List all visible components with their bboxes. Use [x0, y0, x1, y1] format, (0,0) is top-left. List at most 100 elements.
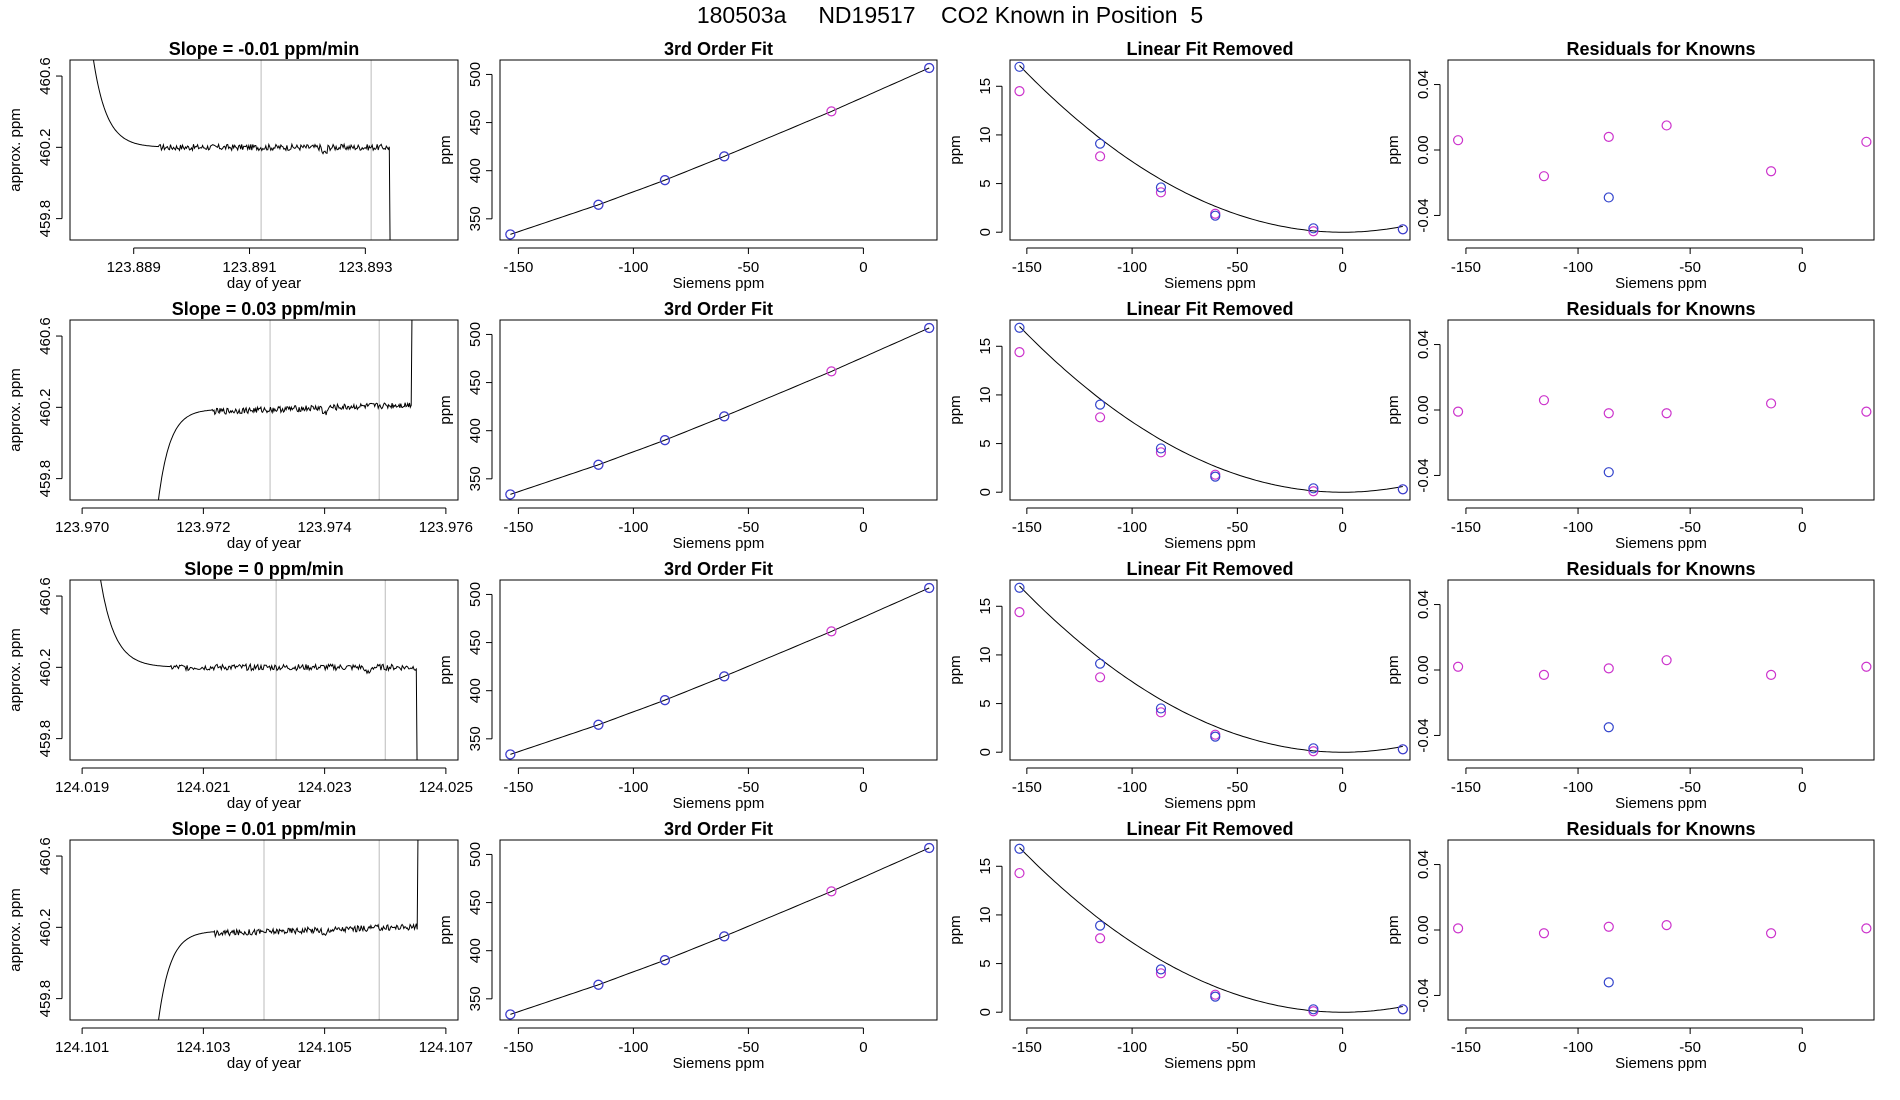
x-tick-label: -150 [503, 1039, 533, 1056]
panel-title: Linear Fit Removed [1126, 819, 1293, 839]
x-tick-label: 0 [859, 519, 867, 536]
panel-r1-c1: Slope = -0.01 ppm/min 123.889 123.891 123.8… [7, 39, 459, 292]
x-axis-label: Siemens ppm [673, 535, 765, 552]
x-axis-label: day of year [227, 535, 301, 552]
known-point [1603, 663, 1614, 674]
y-tick-label: 460.6 [37, 577, 54, 615]
fit-curve [1019, 585, 1403, 753]
x-axis-label: Siemens ppm [1164, 795, 1256, 812]
plot-box [69, 579, 459, 761]
known-point [1014, 867, 1025, 879]
x-tick-label: -150 [1451, 1039, 1481, 1056]
x-tick-label: 124.103 [176, 1039, 230, 1056]
y-tick-label: 500 [467, 322, 484, 347]
x-tick-label: -50 [1679, 259, 1701, 276]
plot-box [499, 59, 938, 241]
y-tick-label: 0.04 [1415, 590, 1432, 619]
x-tick-label: -50 [1227, 259, 1249, 276]
y-tick-label: 450 [467, 630, 484, 655]
measured-point [505, 749, 516, 760]
y-axis-label: ppm [947, 915, 964, 944]
x-axis-label: Siemens ppm [1164, 535, 1256, 552]
ppm-trace [157, 320, 413, 500]
panel-r1-c2: 3rd Order Fit -150 -100 -50 0 Siemens ppm 350 4… [437, 39, 938, 292]
plot-area [505, 582, 935, 760]
plot-area [505, 62, 935, 240]
known-point [1308, 226, 1319, 237]
x-tick-label: -50 [1227, 519, 1249, 536]
plot-box [1447, 579, 1875, 761]
measured-point [1603, 467, 1614, 478]
x-axis-label: Siemens ppm [1615, 535, 1707, 552]
plot-area [92, 60, 391, 240]
measured-point [1095, 138, 1106, 149]
known-point [826, 626, 837, 637]
x-tick-label: 124.021 [176, 779, 230, 796]
x-tick-label: -150 [503, 779, 533, 796]
y-tick-label: 10 [977, 907, 994, 924]
panel-title: Slope = 0.01 ppm/min [172, 819, 357, 839]
known-point [1095, 933, 1106, 944]
y-tick-label: 400 [467, 158, 484, 183]
x-tick-label: -100 [618, 779, 648, 796]
x-tick-label: -100 [618, 519, 648, 536]
known-point [1452, 406, 1464, 417]
x-axis-label: Siemens ppm [673, 795, 765, 812]
x-tick-label: -50 [1679, 1039, 1701, 1056]
x-tick-label: -50 [1227, 1039, 1249, 1056]
known-point [1538, 171, 1550, 182]
measured-point [593, 459, 604, 470]
plot-box [1009, 579, 1411, 761]
panel-title: Residuals for Knowns [1566, 299, 1755, 319]
x-tick-label: -50 [1679, 779, 1701, 796]
panel-r4-c2: 3rd Order Fit -150 -100 -50 0 Siemens ppm 350 4… [437, 819, 938, 1072]
x-tick-label: -100 [1563, 779, 1593, 796]
measured-point [593, 199, 604, 210]
x-tick-label: 124.019 [55, 779, 109, 796]
measured-point [1397, 224, 1408, 235]
plot-box [1009, 59, 1411, 241]
x-tick-label: -100 [1117, 1039, 1147, 1056]
measured-point [593, 719, 604, 730]
x-tick-label: -100 [1563, 1039, 1593, 1056]
x-tick-label: 124.107 [419, 1039, 473, 1056]
panel-r3-c4: Residuals for Knowns -150 -100 -50 0 Siemens … [1385, 559, 1875, 812]
x-tick-label: -100 [1563, 519, 1593, 536]
fit-curve [510, 847, 930, 1015]
y-tick-label: 500 [467, 842, 484, 867]
known-point [1661, 919, 1672, 931]
y-axis-label: ppm [437, 395, 454, 424]
x-tick-label: 0 [1798, 519, 1806, 536]
panel-title: Slope = 0 ppm/min [184, 559, 344, 579]
y-tick-label: -0.04 [1415, 718, 1432, 752]
x-tick-label: -150 [503, 519, 533, 536]
y-tick-label: 0.00 [1415, 395, 1432, 424]
y-tick-label: 350 [467, 986, 484, 1011]
y-tick-label: 450 [467, 370, 484, 395]
plot-area [1014, 61, 1408, 237]
panel-title: Linear Fit Removed [1126, 559, 1293, 579]
panel-title: 3rd Order Fit [664, 299, 773, 319]
x-tick-label: 123.889 [107, 259, 161, 276]
known-point [1765, 928, 1777, 939]
panel-title: Linear Fit Removed [1126, 299, 1293, 319]
measured-point [719, 411, 730, 422]
x-axis-label: Siemens ppm [1615, 795, 1707, 812]
panel-r1-c4: Residuals for Knowns -150 -100 -50 0 Siemens … [1385, 39, 1875, 292]
y-axis-label: ppm [1385, 915, 1402, 944]
x-tick-label: -150 [1451, 259, 1481, 276]
x-tick-label: -100 [1117, 519, 1147, 536]
y-tick-label: 15 [977, 598, 994, 615]
panel-title: Residuals for Knowns [1566, 559, 1755, 579]
y-tick-label: 0.04 [1415, 850, 1432, 879]
y-tick-label: 0 [977, 228, 994, 236]
x-tick-label: -50 [738, 259, 760, 276]
panel-title: 3rd Order Fit [664, 819, 773, 839]
plot-area [1014, 322, 1408, 497]
measured-point [1014, 582, 1025, 593]
x-tick-label: -50 [1227, 779, 1249, 796]
x-axis-label: Siemens ppm [1164, 1055, 1256, 1072]
x-axis-label: day of year [227, 1055, 301, 1072]
panel-r3-c3: Linear Fit Removed -150 -100 -50 0 Siemens pp… [947, 559, 1411, 812]
measured-point [719, 671, 730, 682]
